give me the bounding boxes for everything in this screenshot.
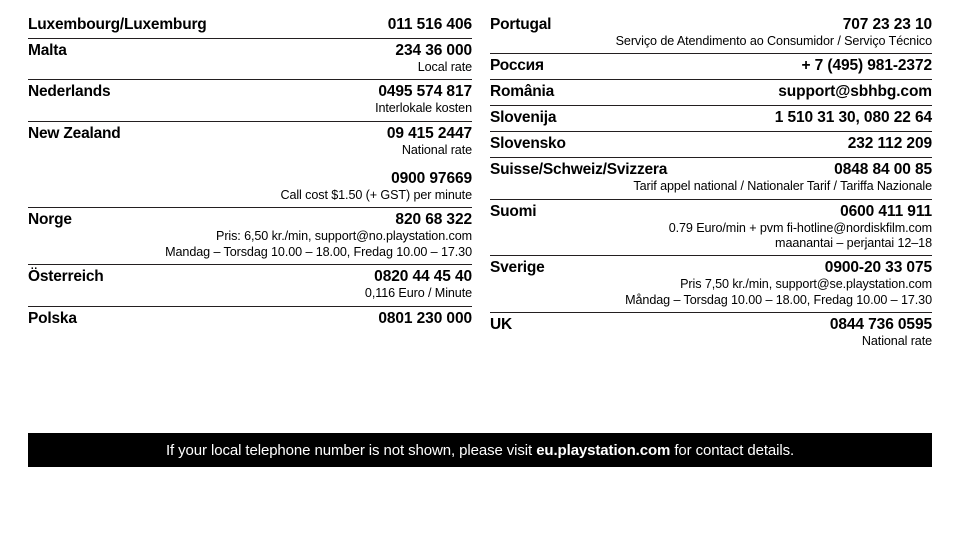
contact-entry-header: Polska 0801 230 000: [28, 310, 472, 328]
contact-note: Interlokale kosten: [375, 101, 472, 116]
country-name: Norge: [28, 211, 72, 229]
country-name: Nederlands: [28, 83, 111, 101]
country-name: New Zealand: [28, 124, 121, 142]
contact-number[interactable]: 0900-20 33 075: [824, 259, 932, 277]
country-name: Polska: [28, 309, 77, 327]
contact-entry-portugal: Portugal 707 23 23 10 Serviço de Atendimen…: [490, 16, 932, 53]
contact-note: Mandag – Torsdag 10.00 – 18.00, Fredag 1…: [165, 244, 472, 259]
contact-columns: Luxembourg/Luxemburg 011 516 406 Malta 234 …: [0, 16, 960, 354]
contact-note-secondary: Call cost $1.50 (+ GST) per minute: [280, 188, 472, 203]
country-name: Sverige: [490, 259, 545, 277]
contact-entry-header: Österreich 0820 44 45 40: [28, 268, 472, 286]
footer-banner-text: If your local telephone number is not sh…: [166, 442, 794, 459]
contact-note: Pris 7,50 kr./min, support@se.playstatio…: [680, 277, 932, 292]
contact-number[interactable]: 232 112 209: [847, 135, 932, 153]
country-name: Malta: [28, 42, 67, 59]
contact-number[interactable]: support@sbhbg.com: [778, 83, 932, 101]
contact-number[interactable]: 011 516 406: [387, 16, 472, 33]
country-name: Suisse/Schweiz/Svizzera: [490, 161, 668, 179]
country-name: Luxembourg/Luxemburg: [28, 16, 207, 33]
country-name: UK: [490, 316, 512, 334]
contact-entry-slovenija: Slovenija 1 510 31 30, 080 22 64: [490, 105, 932, 131]
contact-entry-header: Norge 820 68 322: [28, 211, 472, 229]
contact-note: National rate: [401, 142, 472, 157]
contact-entry-nederlands: Nederlands 0495 574 817 Interlokale kosten: [28, 79, 472, 120]
contact-entry-header: Slovensko 232 112 209: [490, 135, 932, 153]
contact-entry-header: România support@sbhbg.com: [490, 83, 932, 101]
contact-entry-sterreich: Österreich 0820 44 45 40 0,116 Euro / Minu…: [28, 264, 472, 305]
contact-number[interactable]: 0801 230 000: [378, 309, 472, 327]
contact-number[interactable]: 0495 574 817: [378, 83, 472, 101]
country-name: Россия: [490, 57, 544, 75]
contact-entry-header: Portugal 707 23 23 10: [490, 16, 932, 34]
contact-entry-header: New Zealand 09 415 2447: [28, 125, 472, 143]
contact-entry-header: Suisse/Schweiz/Svizzera 0848 84 00 85: [490, 161, 932, 179]
country-name: Slovensko: [490, 135, 566, 153]
contact-entry-header: Luxembourg/Luxemburg 011 516 406: [28, 16, 472, 34]
contact-number-secondary[interactable]: 0900 97669: [391, 170, 472, 188]
country-name: Österreich: [28, 268, 104, 286]
contact-note: Serviço de Atendimento ao Consumidor / S…: [615, 34, 932, 48]
country-name: Suomi: [490, 202, 537, 220]
contact-entry-header: Malta 234 36 000: [28, 42, 472, 60]
country-name: Slovenija: [490, 109, 557, 127]
contact-number[interactable]: 1 510 31 30, 080 22 64: [774, 109, 932, 127]
contact-number[interactable]: 09 415 2447: [386, 124, 472, 142]
contact-entry-uk: UK 0844 736 0595 National rate: [490, 312, 932, 353]
contact-note: National rate: [861, 334, 932, 349]
contact-note: Tarif appel national / Nationaler Tarif …: [633, 179, 932, 194]
contact-entry-suisse-schweiz-svizzera: Suisse/Schweiz/Svizzera 0848 84 00 85 Tari…: [490, 157, 932, 198]
contact-entry-norge: Norge 820 68 322 Pris: 6,50 kr./min, suppo…: [28, 207, 472, 264]
footer-banner: If your local telephone number is not sh…: [28, 433, 932, 467]
contact-entry-header: Slovenija 1 510 31 30, 080 22 64: [490, 109, 932, 127]
contact-column-left: Luxembourg/Luxemburg 011 516 406 Malta 234 …: [0, 16, 472, 354]
footer-banner-link[interactable]: eu.playstation.com: [536, 441, 671, 459]
contact-number[interactable]: 0820 44 45 40: [374, 268, 472, 286]
contact-column-right: Portugal 707 23 23 10 Serviço de Atendimen…: [472, 16, 960, 354]
country-name: România: [490, 83, 555, 101]
contact-entry-header: UK 0844 736 0595: [490, 316, 932, 334]
contact-number[interactable]: 707 23 23 10: [842, 16, 932, 33]
footer-banner-prefix: If your local telephone number is not sh…: [165, 441, 537, 459]
contact-entry-header: Suomi 0600 411 911: [490, 203, 932, 221]
contact-note: Pris: 6,50 kr./min, support@no.playstati…: [216, 229, 472, 244]
contact-entry-polska: Polska 0801 230 000: [28, 305, 472, 332]
contact-number[interactable]: + 7 (495) 981-2372: [801, 57, 933, 75]
contact-entry-romnia: România support@sbhbg.com: [490, 79, 932, 105]
contact-note: Måndag – Torsdag 10.00 – 18.00, Fredag 1…: [625, 292, 932, 307]
contact-number[interactable]: 234 36 000: [395, 42, 472, 59]
contact-note: Local rate: [417, 60, 472, 74]
contact-entry-new-zealand: New Zealand 09 415 2447 National rate 0900 …: [28, 120, 472, 208]
contact-entry-luxembourg-luxemburg: Luxembourg/Luxemburg 011 516 406: [28, 16, 472, 38]
country-name: Portugal: [490, 16, 552, 33]
contact-note: maanantai – perjantai 12–18: [775, 236, 932, 251]
contact-entry-suomi: Suomi 0600 411 911 0.79 Euro/min + pvm fi-…: [490, 198, 932, 256]
contact-number[interactable]: 0600 411 911: [840, 202, 932, 220]
contact-number[interactable]: 0848 84 00 85: [834, 161, 932, 179]
contact-entry-malta: Malta 234 36 000 Local rate: [28, 38, 472, 79]
contact-number[interactable]: 820 68 322: [395, 211, 472, 229]
contact-entry-slovensko: Slovensko 232 112 209: [490, 131, 932, 157]
contact-entry-header: Россия + 7 (495) 981-2372: [490, 57, 932, 75]
contact-number[interactable]: 0844 736 0595: [829, 316, 932, 334]
contact-note: 0,116 Euro / Minute: [364, 286, 472, 301]
contact-note: 0.79 Euro/min + pvm fi-hotline@nordiskfi…: [668, 220, 932, 235]
contact-entry-header: Nederlands 0495 574 817: [28, 83, 472, 101]
contact-entry-header: Sverige 0900-20 33 075: [490, 259, 932, 277]
contact-entry-sverige: Sverige 0900-20 33 075 Pris 7,50 kr./min, …: [490, 255, 932, 312]
contact-entry-россия: Россия + 7 (495) 981-2372: [490, 53, 932, 79]
footer-banner-suffix: for contact details.: [670, 441, 795, 459]
